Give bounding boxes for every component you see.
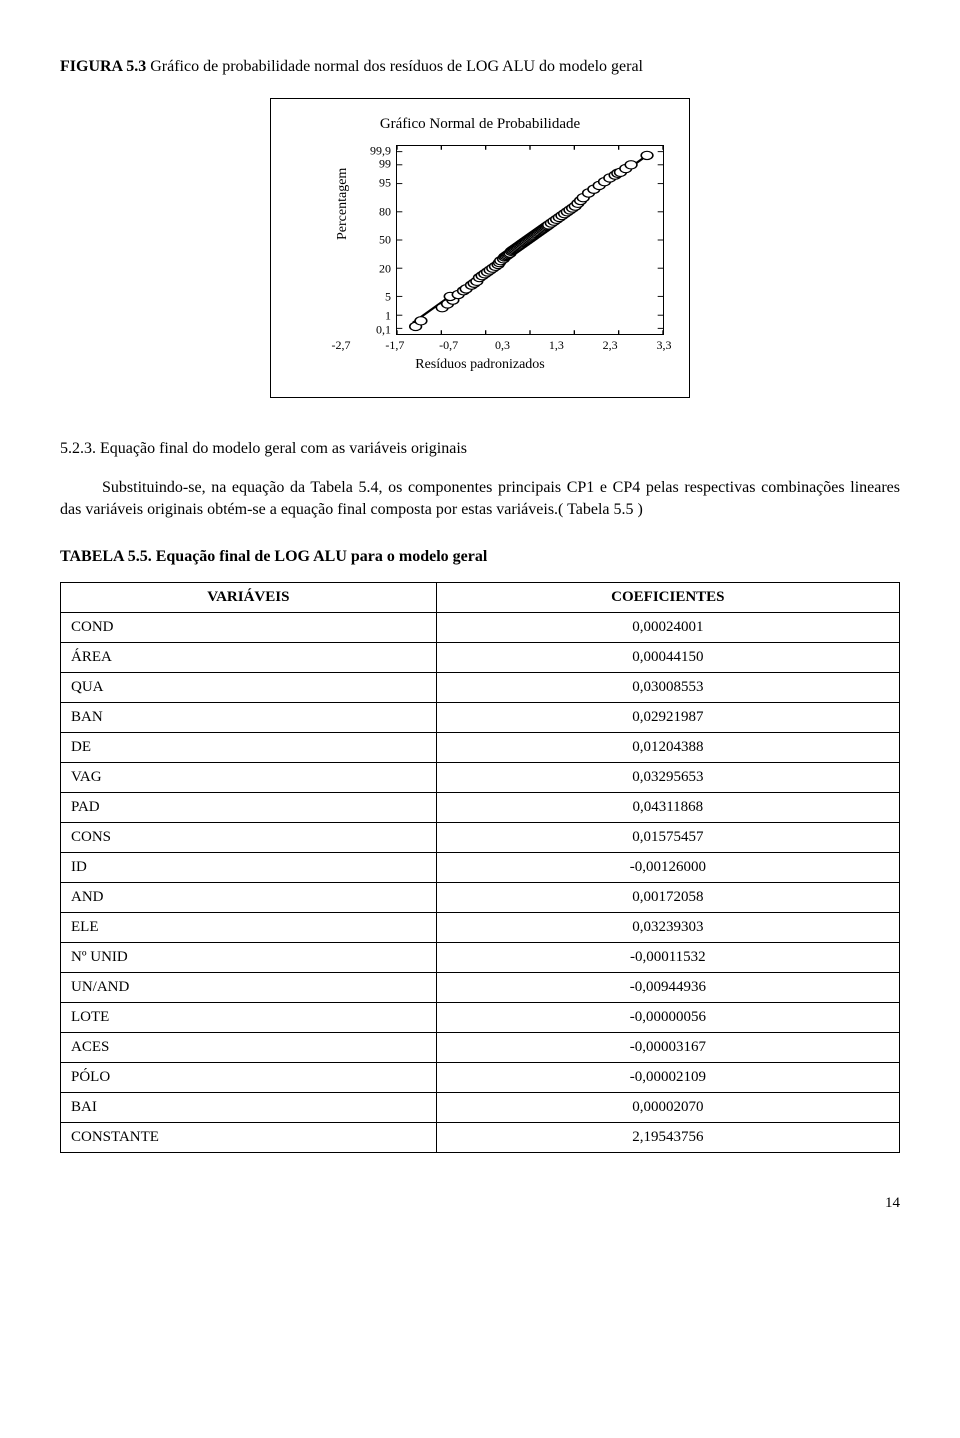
section-heading: 5.2.3. Equação final do modelo geral com…: [60, 438, 900, 460]
table-cell-coefficient: 0,00044150: [436, 642, 899, 672]
table-row: QUA0,03008553: [61, 672, 900, 702]
table-cell-variable: ÁREA: [61, 642, 437, 672]
table-row: AND0,00172058: [61, 882, 900, 912]
table-cell-variable: BAI: [61, 1092, 437, 1122]
y-tick-label: 5: [385, 289, 391, 306]
figure-caption: FIGURA 5.3 Gráfico de probabilidade norm…: [60, 56, 900, 78]
table-cell-variable: ELE: [61, 912, 437, 942]
table-cell-variable: PAD: [61, 792, 437, 822]
table-cell-coefficient: 0,04311868: [436, 792, 899, 822]
table-row: ACES-0,00003167: [61, 1032, 900, 1062]
table-row: CONS0,01575457: [61, 822, 900, 852]
table-cell-variable: DE: [61, 732, 437, 762]
table-cell-coefficient: 0,03008553: [436, 672, 899, 702]
table-cell-coefficient: 0,03295653: [436, 762, 899, 792]
table-cell-variable: CONS: [61, 822, 437, 852]
y-tick-label: 99: [379, 156, 391, 173]
table-cell-coefficient: 0,00002070: [436, 1092, 899, 1122]
table-cell-coefficient: 0,03239303: [436, 912, 899, 942]
table-cell-variable: AND: [61, 882, 437, 912]
table-cell-coefficient: 0,02921987: [436, 702, 899, 732]
body-paragraph: Substituindo-se, na equação da Tabela 5.…: [60, 477, 900, 522]
x-tick-label: -1,7: [385, 337, 404, 354]
x-axis-ticks: -2,7-1,7-0,70,31,32,33,3: [341, 335, 664, 353]
table-cell-coefficient: -0,00003167: [436, 1032, 899, 1062]
table-cell-variable: Nº UNID: [61, 942, 437, 972]
table-row: BAN0,02921987: [61, 702, 900, 732]
table-cell-variable: ACES: [61, 1032, 437, 1062]
table-cell-coefficient: -0,00000056: [436, 1002, 899, 1032]
table-row: DE0,01204388: [61, 732, 900, 762]
x-tick-label: 2,3: [603, 337, 618, 354]
table-cell-variable: LOTE: [61, 1002, 437, 1032]
figure-caption-number: FIGURA 5.3: [60, 58, 146, 75]
x-tick-label: -0,7: [439, 337, 458, 354]
table-row: BAI0,00002070: [61, 1092, 900, 1122]
table-cell-coefficient: 0,01575457: [436, 822, 899, 852]
page-number: 14: [60, 1193, 900, 1214]
table-row: ID-0,00126000: [61, 852, 900, 882]
table-heading: TABELA 5.5. Equação final de LOG ALU par…: [60, 546, 900, 568]
table-header-variables: VARIÁVEIS: [61, 582, 437, 612]
table-cell-variable: ID: [61, 852, 437, 882]
y-axis-label: Percentagem: [333, 168, 353, 240]
table-row: Nº UNID-0,00011532: [61, 942, 900, 972]
y-tick-label: 80: [379, 203, 391, 220]
table-cell-coefficient: -0,00944936: [436, 972, 899, 1002]
plot-canvas: [396, 145, 664, 335]
chart-title: Gráfico Normal de Probabilidade: [286, 114, 674, 135]
x-tick-label: 3,3: [657, 337, 672, 354]
y-tick-label: 20: [379, 260, 391, 277]
x-axis-label: Resíduos padronizados: [286, 355, 674, 375]
y-axis-ticks: 99,99995805020510,1: [367, 145, 393, 335]
table-cell-coefficient: 2,19543756: [436, 1122, 899, 1152]
table-row: UN/AND-0,00944936: [61, 972, 900, 1002]
table-cell-coefficient: 0,00024001: [436, 612, 899, 642]
y-tick-label: 50: [379, 232, 391, 249]
table-row: ELE0,03239303: [61, 912, 900, 942]
table-cell-coefficient: -0,00126000: [436, 852, 899, 882]
probability-plot-frame: Gráfico Normal de Probabilidade Percenta…: [270, 98, 690, 398]
table-cell-coefficient: 0,00172058: [436, 882, 899, 912]
table-cell-variable: VAG: [61, 762, 437, 792]
table-header-coefficients: COEFICIENTES: [436, 582, 899, 612]
table-cell-coefficient: -0,00002109: [436, 1062, 899, 1092]
table-cell-variable: CONSTANTE: [61, 1122, 437, 1152]
table-row: COND0,00024001: [61, 612, 900, 642]
x-tick-label: 1,3: [549, 337, 564, 354]
chart-plot-area: Percentagem 99,99995805020510,1: [341, 145, 664, 335]
table-row: VAG0,03295653: [61, 762, 900, 792]
table-header-row: VARIÁVEIS COEFICIENTES: [61, 582, 900, 612]
y-tick-label: 95: [379, 175, 391, 192]
table-row: LOTE-0,00000056: [61, 1002, 900, 1032]
table-cell-variable: UN/AND: [61, 972, 437, 1002]
table-cell-variable: QUA: [61, 672, 437, 702]
figure-caption-text: Gráfico de probabilidade normal dos resí…: [146, 58, 643, 75]
table-cell-coefficient: 0,01204388: [436, 732, 899, 762]
x-tick-label: 0,3: [495, 337, 510, 354]
table-row: ÁREA0,00044150: [61, 642, 900, 672]
table-row: PÓLO-0,00002109: [61, 1062, 900, 1092]
table-row: CONSTANTE2,19543756: [61, 1122, 900, 1152]
table-cell-coefficient: -0,00011532: [436, 942, 899, 972]
table-cell-variable: PÓLO: [61, 1062, 437, 1092]
table-cell-variable: COND: [61, 612, 437, 642]
table-row: PAD0,04311868: [61, 792, 900, 822]
table-cell-variable: BAN: [61, 702, 437, 732]
coefficients-table: VARIÁVEIS COEFICIENTES COND0,00024001ÁRE…: [60, 582, 900, 1153]
x-tick-label: -2,7: [332, 337, 351, 354]
